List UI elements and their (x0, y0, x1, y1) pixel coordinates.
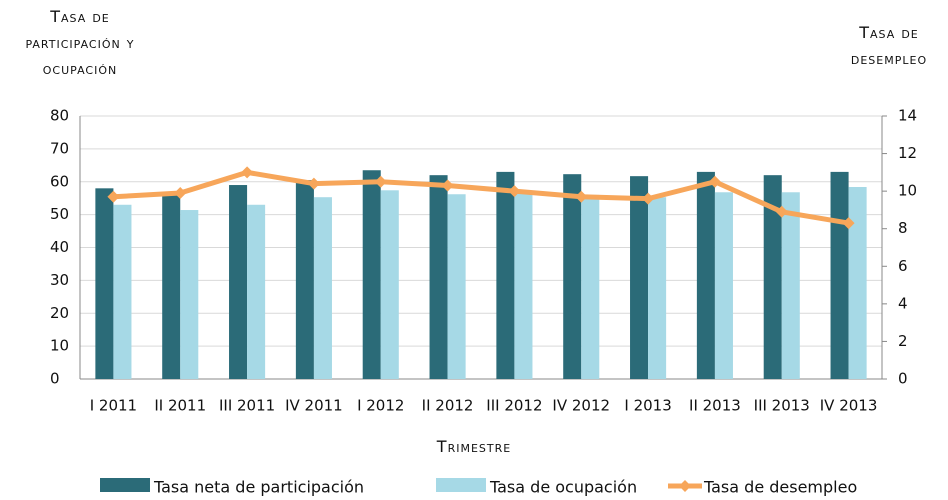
bar (630, 176, 649, 379)
bar (429, 175, 448, 379)
y-tick-label: 80 (50, 107, 69, 125)
legend-label: Tasa de desempleo (703, 478, 857, 497)
y-tick-label: 60 (50, 172, 69, 190)
y2-tick-label: 4 (898, 294, 908, 312)
legend-label: Tasa neta de participación (153, 478, 364, 497)
x-tick-label: IV 2012 (552, 397, 610, 415)
bar (581, 194, 600, 379)
bar (162, 194, 181, 379)
bar (648, 197, 667, 379)
line-marker (374, 175, 387, 188)
x-tick-label: II 2012 (422, 397, 474, 415)
y-tick-label: 20 (50, 304, 69, 322)
line-marker (708, 175, 721, 188)
y-tick-label: 30 (50, 271, 69, 289)
bar (763, 175, 782, 379)
x-tick-label: II 2013 (689, 397, 741, 415)
y2-axis-title: Tasa de desempleo (850, 23, 928, 68)
y-tick-label: 40 (50, 238, 69, 256)
y2-tick-label: 10 (898, 182, 917, 200)
y-tick-label: 50 (50, 205, 69, 223)
line-marker (441, 179, 454, 192)
line-marker (107, 190, 120, 203)
line-marker (775, 205, 788, 218)
y2-tick-label: 8 (898, 219, 908, 237)
x-tick-label: II 2011 (154, 397, 206, 415)
legend-swatch (436, 478, 486, 492)
bar (380, 190, 399, 379)
x-tick-label: IV 2011 (285, 397, 343, 415)
line-marker (508, 185, 521, 198)
bar (830, 171, 849, 379)
line-marker (174, 187, 187, 200)
y2-tick-label: 12 (898, 144, 917, 162)
bar (514, 191, 533, 379)
line (113, 169, 849, 226)
bar (696, 171, 715, 379)
bar (714, 192, 733, 379)
y2-tick-label: 2 (898, 332, 908, 350)
y2-tick-label: 6 (898, 257, 908, 275)
y-tick-label: 70 (50, 139, 69, 157)
x-tick-label: III 2011 (219, 397, 275, 415)
line-marker (575, 190, 588, 203)
x-tick-label: I 2011 (90, 397, 137, 415)
bar (447, 194, 466, 379)
legend-swatch (100, 478, 150, 492)
line-marker (842, 217, 855, 230)
x-tick-label: I 2012 (357, 397, 404, 415)
legend-marker (679, 480, 691, 492)
bar (781, 192, 800, 379)
line-marker (642, 192, 655, 205)
bar (563, 174, 582, 379)
bar (180, 210, 199, 379)
y-axis-title: Tasa de participación y ocupación (25, 7, 135, 78)
bar (295, 180, 314, 379)
line-marker (241, 166, 254, 179)
x-tick-label: IV 2013 (820, 397, 878, 415)
bar (848, 187, 867, 379)
bar (113, 204, 132, 379)
bar (313, 197, 332, 379)
x-tick-label: III 2013 (754, 397, 810, 415)
x-tick-label: I 2013 (624, 397, 671, 415)
bar (247, 204, 266, 379)
y2-tick-label: 14 (898, 107, 917, 125)
y-tick-label: 10 (50, 337, 69, 355)
bar (496, 171, 515, 379)
legend-label: Tasa de ocupación (489, 478, 637, 497)
bar (95, 188, 114, 379)
x-axis-title: Trimestre (436, 437, 512, 456)
line-marker (307, 177, 320, 190)
bar (229, 185, 248, 379)
bar (362, 170, 381, 379)
x-tick-label: III 2012 (486, 397, 542, 415)
y2-tick-label: 0 (898, 370, 908, 388)
y-tick-label: 0 (50, 370, 60, 388)
